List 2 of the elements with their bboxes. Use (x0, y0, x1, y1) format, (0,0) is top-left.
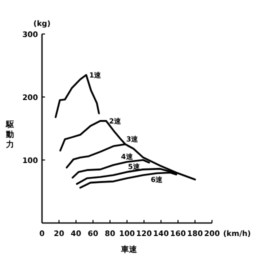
ylabel: 駆動力 (6, 120, 14, 149)
xlabel: 車速 (121, 245, 137, 254)
